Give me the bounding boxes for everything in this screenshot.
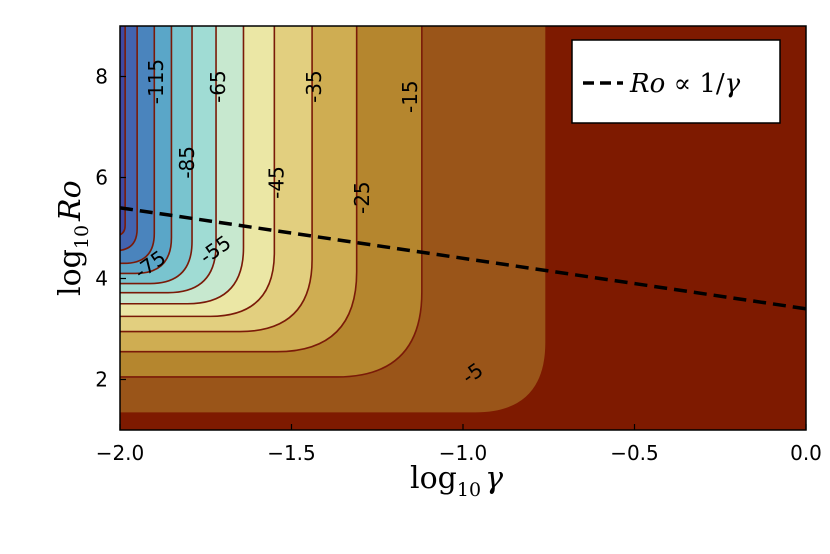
contour-line-11	[120, 26, 126, 236]
contour-lines	[120, 26, 423, 378]
contour-line-4	[120, 26, 276, 318]
x-tick-label: −1.5	[267, 441, 316, 465]
contour-line-9	[120, 26, 156, 265]
contour-label: -25	[350, 181, 374, 214]
y-axis-ticks: 2 4 6 8	[95, 65, 126, 392]
x-axis-ticks: −2.0 −1.5 −1.0 −0.5 0.0	[96, 424, 822, 465]
contour-label: -115	[144, 59, 168, 104]
y-axis-label: log10Ro	[53, 180, 93, 296]
contour-line-7	[120, 26, 193, 285]
y-tick-label: 8	[95, 65, 108, 89]
contour-line-6	[120, 26, 217, 294]
x-tick-label: 0.0	[790, 441, 822, 465]
reference-line	[120, 206, 806, 311]
x-axis-label: log10 γ	[410, 461, 503, 501]
contour-line-1	[120, 26, 423, 378]
legend-label: Ro ∝ 1/γ	[629, 69, 741, 99]
contour-line-2	[120, 26, 358, 353]
contour-line-10	[120, 26, 138, 252]
contour-label: -35	[302, 70, 326, 103]
y-tick-label: 2	[95, 368, 108, 392]
y-tick-label: 6	[95, 166, 108, 190]
contour-line-3	[120, 26, 313, 333]
contour-band-12	[120, 26, 126, 235]
x-tick-label: −0.5	[610, 441, 659, 465]
x-tick-label: −1.0	[439, 441, 488, 465]
reference-dashed-line	[120, 206, 806, 311]
contour-label: -15	[398, 80, 422, 113]
y-tick-label: 4	[95, 267, 108, 291]
legend: Ro ∝ 1/γ	[571, 39, 781, 124]
contour-label: -45	[264, 166, 288, 199]
contour-line-8	[120, 26, 173, 275]
contour-label: -65	[206, 70, 230, 103]
x-tick-label: −2.0	[96, 441, 145, 465]
contour-line-5	[120, 26, 245, 305]
contour-label: -85	[175, 146, 199, 179]
